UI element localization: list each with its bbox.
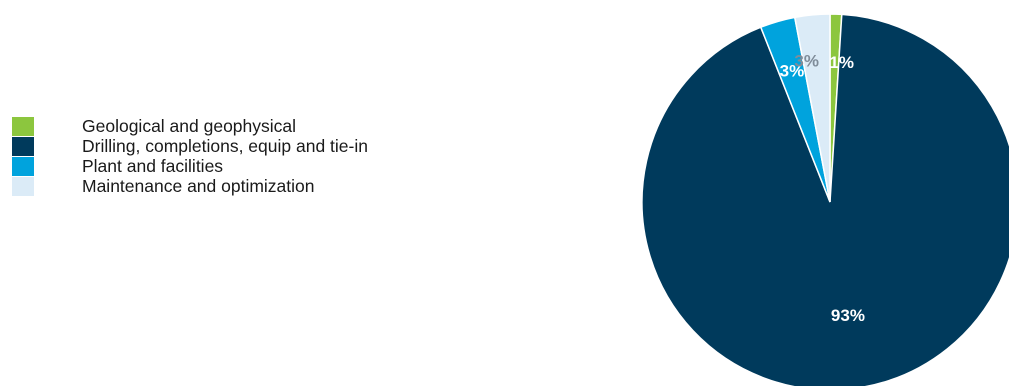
pie-slice-labels: 1% 93% 3%3% bbox=[780, 52, 865, 325]
legend-item-plant: Plant and facilities bbox=[12, 156, 368, 176]
legend-swatch-plant bbox=[12, 156, 34, 176]
legend-label-drilling: Drilling, completions, equip and tie-in bbox=[82, 136, 368, 156]
legend-swatch-drilling bbox=[12, 136, 34, 156]
pie-label-geological: 1% bbox=[829, 53, 854, 72]
pie-label-plant: 3% bbox=[780, 62, 805, 81]
chart-legend: Geological and geophysical Drilling, com… bbox=[12, 116, 368, 196]
pie-slices bbox=[641, 13, 1009, 386]
pie-slice-maintenance bbox=[793, 13, 831, 203]
legend-label-maintenance: Maintenance and optimization bbox=[82, 176, 315, 196]
pie-slice-drilling bbox=[641, 13, 1009, 386]
legend-label-geological: Geological and geophysical bbox=[82, 116, 297, 136]
legend-item-geological: Geological and geophysical bbox=[12, 116, 368, 136]
pie-label-maintenance: 3% bbox=[794, 52, 819, 71]
legend-swatch-maintenance bbox=[12, 176, 34, 196]
legend-label-plant: Plant and facilities bbox=[82, 156, 224, 176]
legend-item-drilling: Drilling, completions, equip and tie-in bbox=[12, 136, 368, 156]
legend-swatch-geological bbox=[12, 116, 34, 136]
legend-item-maintenance: Maintenance and optimization bbox=[12, 176, 368, 196]
pie-label-drilling: 93% bbox=[831, 306, 865, 325]
